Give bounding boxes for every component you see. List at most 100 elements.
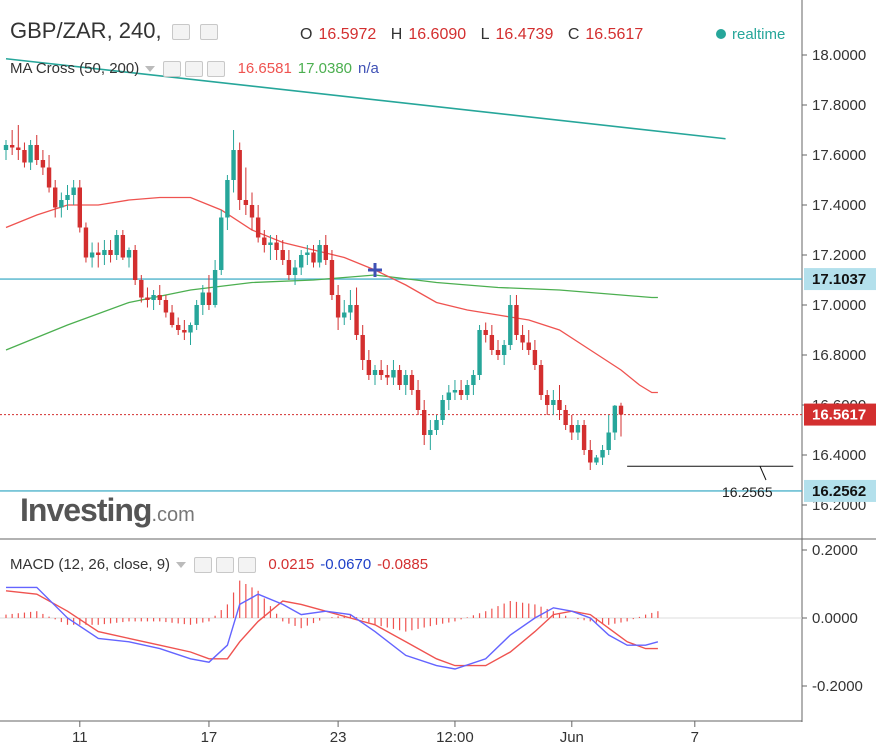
gear-icon[interactable] — [199, 24, 218, 41]
candle-body — [545, 395, 550, 405]
candle-body — [317, 245, 322, 263]
close-icon[interactable] — [207, 61, 226, 78]
time-tick-label: 17 — [201, 729, 218, 746]
candle-body — [458, 390, 464, 395]
candle-body — [243, 200, 249, 205]
open-value: 16.5972 — [318, 26, 377, 43]
signal-line — [5, 590, 658, 667]
candle-body — [378, 370, 384, 375]
candle-body — [255, 217, 261, 238]
eye-icon[interactable] — [194, 557, 213, 574]
candle-body — [22, 150, 27, 163]
candle-body — [206, 292, 212, 305]
histogram-value: -0.0885 — [377, 556, 429, 573]
candle-body — [557, 400, 562, 410]
symbol-title: GBP/ZAR, 240, — [10, 18, 218, 44]
candle-body — [65, 195, 70, 200]
price-label-text: 16.2562 — [812, 483, 866, 500]
candle-body — [126, 250, 132, 258]
high-label: H — [390, 26, 403, 43]
ma-legend: MA Cross (50, 200) 16.6581 17.0380 n/a — [10, 60, 379, 78]
price-label-text: 16.5617 — [812, 407, 866, 424]
candle-body — [9, 145, 15, 148]
eye-icon[interactable] — [163, 61, 182, 78]
candle-body — [532, 350, 538, 365]
candle-body — [329, 260, 335, 295]
price-label-box — [804, 479, 876, 502]
realtime-text: realtime — [732, 26, 786, 43]
candle-body — [415, 390, 421, 410]
realtime-dot-icon — [716, 29, 726, 39]
investing-logo: Investing.com — [20, 492, 195, 529]
candle-body — [397, 370, 402, 385]
candle-body — [372, 370, 378, 375]
candle-body — [514, 305, 519, 335]
high-value: 16.6090 — [408, 26, 467, 43]
candle-body — [139, 280, 144, 298]
trendline — [5, 57, 726, 140]
candle-body — [563, 410, 568, 425]
eye-icon[interactable] — [171, 24, 190, 41]
low-note-pointer — [759, 466, 767, 481]
candle-body — [59, 200, 64, 208]
gear-icon[interactable] — [185, 61, 204, 78]
price-tick-label: 17.2000 — [812, 247, 866, 264]
price-tick-label: 17.4000 — [812, 197, 866, 214]
candle-body — [581, 425, 587, 450]
ma-fast-line — [5, 196, 658, 394]
candle-body — [440, 400, 445, 420]
candle-body — [83, 227, 89, 258]
ma-fast-value: 16.6581 — [237, 60, 292, 77]
candle-body — [471, 375, 476, 385]
candle-body — [77, 187, 82, 228]
candle-body — [188, 325, 193, 333]
signal-value: -0.0670 — [320, 556, 372, 573]
candle-body — [495, 350, 501, 355]
ohlc-readout: O 16.5972 H 16.6090 L 16.4739 C 16.5617 — [300, 26, 653, 44]
ma-label[interactable]: MA Cross (50, 200) — [10, 60, 140, 77]
price-tick-label: 18.0000 — [812, 47, 866, 64]
candle-body — [526, 342, 531, 350]
gear-icon[interactable] — [216, 557, 235, 574]
candle-body — [508, 305, 513, 345]
candle-body — [422, 410, 427, 435]
candle-body — [157, 295, 162, 300]
candle-body — [311, 252, 316, 263]
candle-body — [360, 335, 365, 360]
ma-cross-marker — [368, 263, 382, 277]
candle-body — [489, 335, 495, 350]
candle-body — [477, 330, 482, 375]
candle-body — [483, 330, 488, 335]
candle-body — [268, 242, 273, 245]
candle-body — [225, 180, 230, 218]
candle-body — [428, 430, 433, 435]
chevron-down-icon[interactable] — [145, 66, 156, 73]
logo-text: Investing — [20, 492, 152, 528]
candle-body — [335, 295, 341, 318]
candle-body — [551, 400, 556, 405]
candle-body — [34, 145, 39, 160]
price-tick-label: 16.4000 — [812, 447, 866, 464]
ma-slow-line — [5, 274, 658, 351]
candle-body — [71, 187, 76, 195]
logo-suffix: .com — [151, 504, 195, 526]
time-tick-label: 12:00 — [436, 729, 474, 746]
candle-body — [46, 167, 52, 188]
candle-body — [89, 252, 95, 258]
macd-label[interactable]: MACD (12, 26, close, 9) — [10, 556, 171, 573]
candle-body — [96, 252, 101, 255]
candle-body — [286, 260, 292, 275]
low-annotation: 16.2565 — [722, 484, 773, 500]
macd-tick-label: 0.0000 — [812, 610, 858, 627]
price-label-box — [804, 268, 876, 291]
candle-body — [219, 217, 224, 270]
chevron-down-icon[interactable] — [176, 562, 187, 569]
macd-value: 0.0215 — [268, 556, 315, 573]
candle-body — [292, 267, 298, 275]
close-icon[interactable] — [238, 557, 257, 574]
candle-body — [575, 425, 581, 433]
candle-body — [274, 242, 279, 250]
candle-body — [120, 235, 126, 258]
candle-body — [108, 250, 113, 255]
time-tick-label: 7 — [691, 729, 699, 746]
